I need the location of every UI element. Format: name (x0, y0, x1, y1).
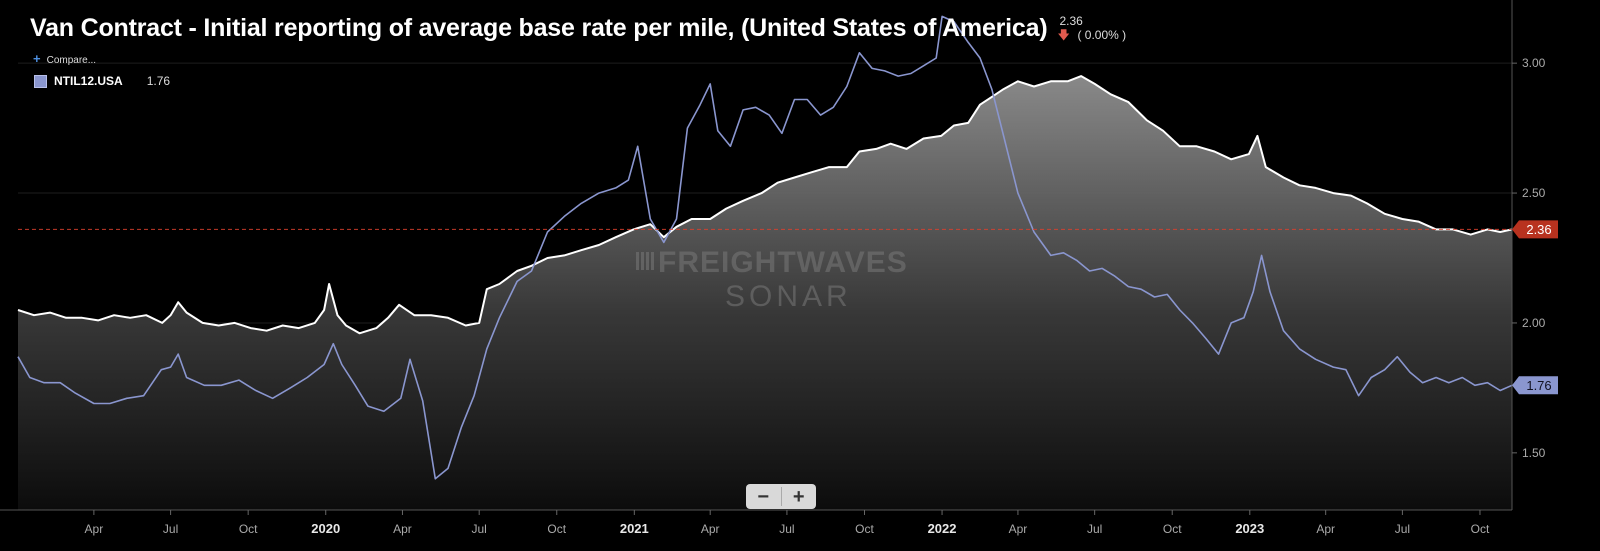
line-layer (17, 15, 1513, 480)
x-tick-label: Apr (1316, 522, 1335, 536)
down-arrow-icon: 🡇 (1057, 28, 1070, 42)
x-tick-label: Oct (239, 522, 258, 536)
x-tick-label: Jul (1087, 522, 1102, 536)
x-tick-label: 2023 (1235, 521, 1264, 536)
x-tick-label: Apr (701, 522, 720, 536)
compare-price-badge-shape (1512, 376, 1558, 395)
x-tick-label: Oct (855, 522, 874, 536)
zoom-control: − + (746, 484, 816, 509)
legend-swatch (34, 74, 47, 88)
compare-series-line (17, 15, 1513, 480)
axes: 1.50 2.00 2.50 3.00 Apr Jul Oct 2020 Apr Jul Oct 20… (0, 0, 1546, 536)
current-price-badge-shape (1512, 220, 1558, 239)
x-tick-label: Apr (393, 522, 412, 536)
x-tick-label: Jul (1395, 522, 1410, 536)
main-series-area (18, 76, 1512, 510)
change-percent: ( 0.00% ) (1077, 28, 1127, 42)
zoom-out-button[interactable]: − (757, 485, 770, 508)
y-tick-label: 1.50 (1522, 446, 1546, 460)
x-tick-label: Apr (85, 522, 104, 536)
current-price-badge: 2.36 (1512, 220, 1558, 239)
chart-title: Van Contract - Initial reporting of aver… (30, 14, 1048, 42)
x-tick-label: Oct (1163, 522, 1182, 536)
watermark-line1: FREIGHTWAVES (658, 246, 908, 279)
x-tick-label: 2020 (311, 521, 340, 536)
watermark-line2: SONAR (725, 280, 852, 313)
x-tick-label: Oct (1471, 522, 1490, 536)
compare-price-badge: 1.76 (1512, 376, 1558, 395)
quote-box: 2.36 🡇 ( 0.00% ) (1057, 14, 1147, 44)
x-tick-label: Jul (779, 522, 794, 536)
x-tick-label: Apr (1009, 522, 1028, 536)
badges: 2.36 1.76 (1512, 220, 1558, 395)
last-value: 2.36 (1059, 14, 1083, 28)
zoom-separator (780, 487, 782, 506)
main-series-line (17, 75, 1513, 335)
watermark: FREIGHTWAVES SONAR (636, 246, 908, 313)
chart-header: Van Contract - Initial reporting of aver… (30, 14, 1147, 44)
legend-item[interactable]: NTIL12.USA 1.76 (34, 74, 170, 88)
y-tick-label: 2.00 (1522, 316, 1546, 330)
x-tick-label: Jul (472, 522, 487, 536)
legend-value: 1.76 (146, 74, 171, 88)
current-price-badge-label: 2.36 (1526, 222, 1551, 237)
x-tick-label: 2021 (620, 521, 649, 536)
x-tick-label: Jul (163, 522, 178, 536)
zoom-in-button[interactable]: + (792, 485, 805, 508)
legend-symbol: NTIL12.USA (54, 74, 123, 88)
x-tick-label: Oct (547, 522, 566, 536)
watermark-logo-icon (636, 252, 654, 270)
area-layer (18, 76, 1512, 510)
compare-button[interactable]: + Compare... (33, 51, 96, 66)
x-tick-label: 2022 (928, 521, 957, 536)
plus-icon: + (33, 51, 41, 66)
compare-label: Compare... (46, 55, 97, 66)
y-tick-label: 2.50 (1522, 186, 1546, 200)
y-tick-label: 3.00 (1522, 56, 1546, 70)
compare-price-badge-label: 1.76 (1526, 378, 1551, 393)
